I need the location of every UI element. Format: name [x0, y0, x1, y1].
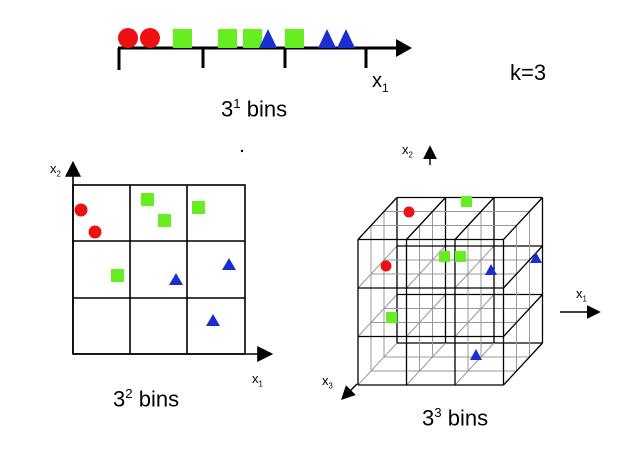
two-d-y-axis-label: x2	[50, 161, 61, 179]
one-d-caption: 31 bins	[221, 96, 287, 122]
square-point	[285, 29, 304, 48]
cube-edge	[454, 294, 495, 337]
caption-word: bins	[246, 96, 288, 122]
two-d-caption: 32 bins	[113, 386, 179, 412]
cube-edge	[357, 197, 398, 240]
three-d-x3-axis	[341, 383, 358, 400]
circle-point	[380, 260, 392, 272]
axis-label-sub: 1	[382, 81, 389, 95]
axis-label-base: x	[576, 286, 583, 301]
caption-base: 3	[113, 386, 126, 412]
square-point	[218, 29, 237, 48]
cube-edge	[503, 245, 543, 289]
caption-exponent: 3	[434, 405, 442, 420]
axis-label-base: x	[372, 70, 382, 92]
cube-edge	[454, 245, 495, 289]
caption-word: bins	[138, 386, 180, 412]
two-d-points	[74, 193, 236, 326]
triangle-point	[259, 29, 277, 48]
axis-label-sub: 2	[408, 150, 413, 160]
axis-label-sub: 1	[258, 379, 263, 389]
caption-exponent: 2	[125, 386, 133, 401]
square-point	[461, 196, 472, 207]
axis-label-sub: 2	[56, 169, 61, 179]
axis-label-base: x	[402, 142, 409, 157]
triangle-point	[530, 252, 542, 263]
triangle-point	[318, 29, 336, 48]
square-point	[192, 201, 205, 214]
cube-edge	[454, 197, 495, 240]
axis-label-sub: 3	[328, 381, 333, 391]
square-point	[158, 214, 171, 227]
triangle-point	[222, 258, 236, 270]
two-d-axes	[65, 160, 274, 362]
axis-label-base: x	[50, 161, 57, 176]
three-d-caption: 33 bins	[422, 405, 488, 431]
three-d-grid-back	[357, 196, 544, 386]
two-d-x-axis-label: x1	[252, 371, 263, 389]
caption-exponent: 1	[233, 96, 241, 111]
k-label: k=3	[510, 60, 547, 85]
square-point	[455, 251, 466, 262]
axis-label-sub: 1	[582, 294, 587, 304]
three-d-x3-label: x3	[322, 373, 333, 391]
cube-edge	[503, 197, 543, 240]
circle-point	[74, 203, 88, 217]
triangle-point	[206, 314, 220, 326]
caption-base: 3	[221, 96, 234, 122]
cube-edge	[454, 342, 495, 386]
axis-label-base: x	[322, 373, 329, 388]
cube-edge	[406, 294, 446, 337]
square-point	[173, 29, 192, 48]
caption-base: 3	[422, 405, 435, 431]
three-d-grid-front	[357, 197, 543, 386]
triangle-point	[169, 273, 183, 285]
cube-edge	[357, 294, 398, 337]
one-d-axis-label: x1	[372, 70, 389, 95]
stray-dot	[240, 149, 244, 153]
square-point	[243, 29, 262, 48]
cube-edge	[503, 294, 543, 337]
square-point	[386, 312, 397, 323]
cube-edge	[503, 342, 543, 386]
three-d-x2-label: x2	[402, 142, 413, 160]
square-point	[141, 193, 154, 206]
circle-point	[118, 28, 138, 48]
two-d-grid	[72, 184, 246, 355]
cube-edge	[406, 197, 446, 240]
circle-point	[403, 206, 415, 218]
three-d-x1-label: x1	[576, 286, 587, 304]
square-point	[439, 251, 450, 262]
triangle-point	[470, 349, 482, 360]
one-d-arrowhead	[396, 39, 412, 57]
axis-label-base: x	[252, 371, 259, 386]
circle-point	[88, 225, 102, 239]
cube-edge	[357, 245, 398, 289]
circle-point	[140, 28, 160, 48]
triangle-point	[337, 29, 355, 48]
triangle-point	[485, 264, 497, 275]
cube-edge	[357, 342, 398, 386]
one-d-points	[118, 28, 355, 48]
caption-word: bins	[447, 405, 489, 431]
square-point	[111, 269, 124, 282]
three-d-axes	[341, 145, 601, 400]
three-d-points	[380, 196, 542, 360]
cube-edge	[406, 342, 446, 386]
